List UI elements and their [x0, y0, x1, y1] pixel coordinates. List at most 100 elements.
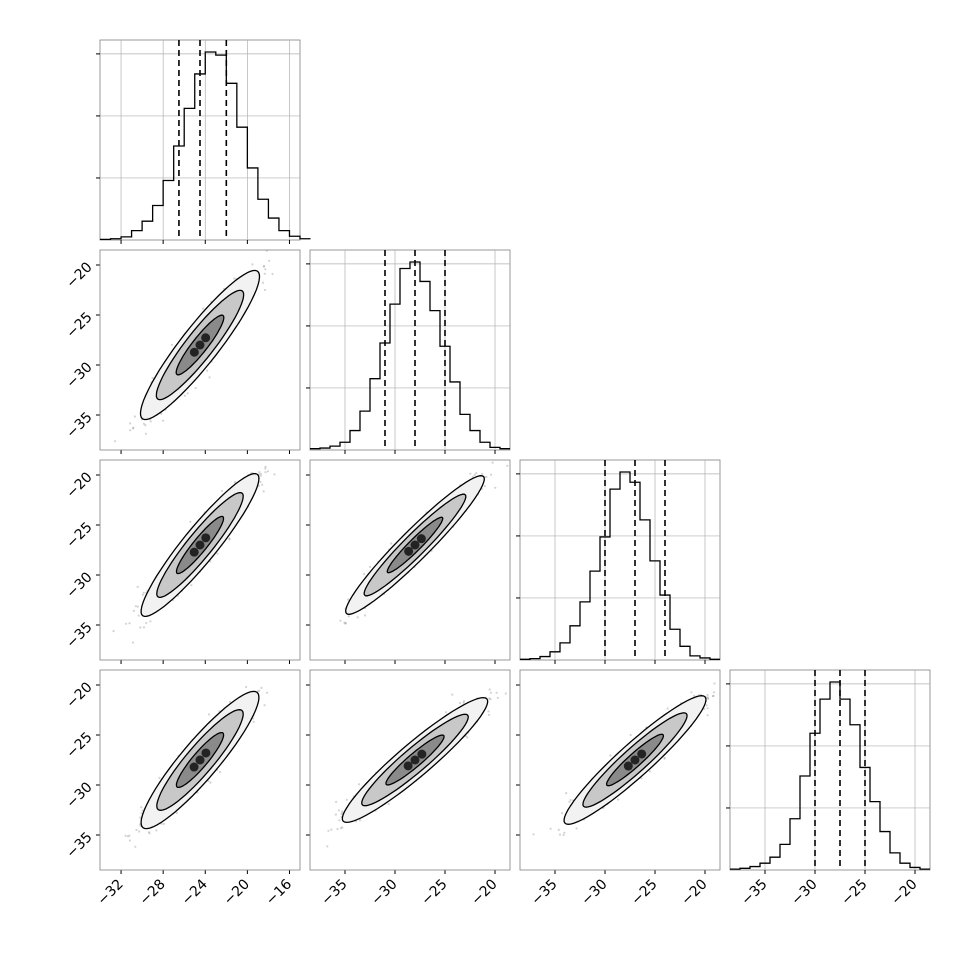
sample-point: [113, 440, 117, 443]
density-core: [189, 547, 199, 557]
sample-point: [162, 419, 165, 422]
sample-point: [473, 473, 476, 476]
sample-point: [138, 830, 141, 833]
density-core: [195, 540, 205, 550]
sample-point: [126, 835, 129, 838]
sample-point: [207, 713, 211, 716]
sample-point: [264, 471, 267, 474]
sample-point: [469, 472, 472, 475]
sample-point: [475, 472, 478, 475]
sample-point: [220, 489, 224, 493]
sample-point: [131, 641, 135, 644]
sample-point: [131, 427, 135, 430]
sample-point: [209, 781, 212, 784]
sample-point: [262, 490, 265, 493]
histogram-panel-1: [306, 249, 511, 454]
sample-point: [228, 538, 231, 541]
sample-point: [160, 412, 163, 415]
sample-point: [245, 685, 248, 689]
sample-point: [233, 277, 236, 280]
sample-point: [494, 486, 497, 489]
scatter-panel-0-1: [96, 249, 301, 454]
sample-point: [145, 621, 148, 625]
sample-point: [251, 263, 254, 266]
sample-point: [491, 461, 494, 464]
histogram-steps: [520, 471, 720, 660]
panel-frame: [99, 459, 301, 661]
sample-point: [170, 343, 173, 346]
density-core: [416, 534, 426, 544]
sample-point: [363, 572, 366, 576]
sample-point: [186, 392, 189, 395]
sample-point: [128, 834, 131, 837]
sample-point: [147, 831, 150, 834]
sample-point: [112, 630, 115, 633]
sample-point: [264, 268, 267, 271]
sample-point: [142, 591, 145, 594]
sample-point: [257, 484, 260, 487]
sample-point: [229, 700, 232, 704]
sample-point: [252, 720, 255, 723]
sample-point: [268, 259, 271, 262]
sample-point: [189, 520, 192, 523]
sample-point: [155, 829, 158, 832]
density-core: [189, 347, 199, 357]
sample-point: [149, 620, 152, 623]
histogram-panel-3: [726, 669, 931, 874]
sample-point: [209, 560, 212, 563]
sample-point: [485, 475, 488, 478]
scatter-content: [112, 465, 276, 644]
sample-point: [271, 272, 274, 276]
sample-point: [132, 609, 135, 613]
sample-point: [142, 626, 146, 629]
panel-frame: [309, 459, 511, 661]
sample-point: [356, 616, 359, 619]
sample-point: [506, 464, 509, 467]
sample-point: [128, 622, 131, 625]
sample-point: [140, 806, 143, 809]
scatter-panel-1-2: [306, 432, 535, 664]
scatter-panel-0-2: [96, 459, 301, 664]
sample-point: [483, 485, 486, 488]
sample-point: [132, 426, 135, 429]
sample-point: [265, 250, 268, 252]
sample-point: [228, 537, 231, 540]
sample-point: [347, 615, 350, 618]
sample-point: [129, 429, 132, 432]
sample-point: [264, 465, 267, 468]
sample-point: [208, 376, 211, 379]
sample-point: [533, 432, 535, 434]
sample-point: [144, 432, 147, 435]
sample-point: [202, 307, 205, 310]
sample-point: [264, 467, 267, 470]
sample-point: [141, 809, 144, 812]
sample-point: [344, 621, 347, 625]
sample-point: [151, 377, 154, 380]
scatter-content: [339, 432, 535, 625]
sample-point: [233, 481, 236, 484]
sample-point: [194, 387, 197, 390]
sample-point: [158, 777, 161, 780]
density-core: [201, 333, 211, 343]
sample-point: [481, 472, 484, 476]
panel-frame: [99, 249, 301, 451]
density-core: [195, 340, 205, 350]
sample-point: [262, 265, 265, 268]
sample-point: [190, 584, 193, 587]
sample-point: [133, 415, 136, 418]
sample-point: [129, 422, 132, 425]
panel-frame: [729, 669, 931, 871]
sample-point: [137, 614, 140, 617]
sample-point: [263, 264, 266, 267]
scatter-content: [124, 685, 269, 848]
sample-point: [139, 626, 142, 629]
sample-point: [175, 811, 178, 815]
sample-point: [141, 593, 144, 596]
histogram-panel-2: [516, 459, 721, 664]
histogram-panel-0: [96, 39, 311, 244]
sample-point: [339, 619, 342, 622]
sample-point: [259, 472, 263, 475]
sample-point: [149, 420, 152, 423]
sample-point: [263, 288, 267, 292]
